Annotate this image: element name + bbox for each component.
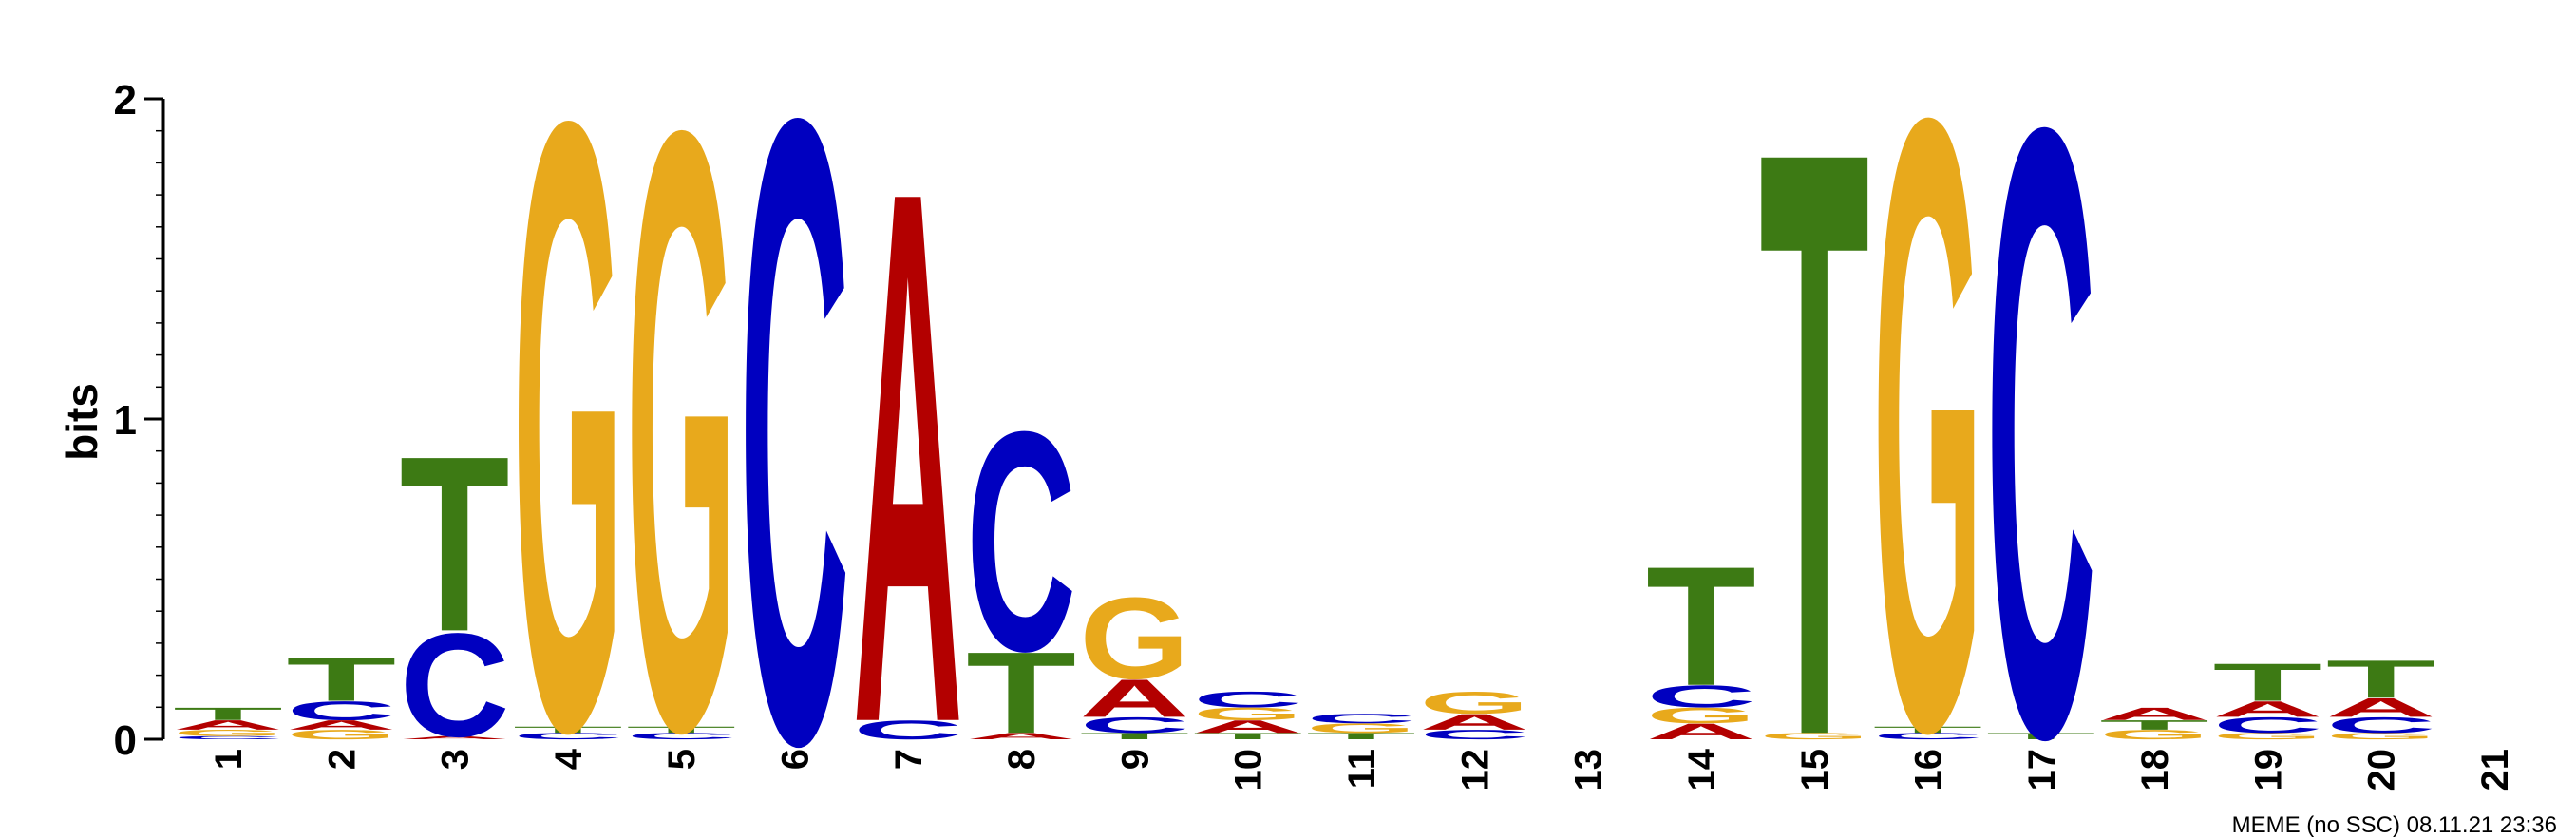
logo-letter-G-pos-12: G	[1419, 685, 1529, 720]
y-tick-label: 0	[114, 717, 137, 764]
logo-letter-A-pos-20: A	[2326, 693, 2436, 722]
logo-letter-A-pos-18: A	[2099, 704, 2209, 724]
x-tick-label: 16	[1908, 749, 1950, 791]
logo-letter-T-pos-1: T	[173, 704, 283, 724]
x-tick-label: 15	[1794, 749, 1836, 791]
x-axis-tick-labels: 1 2 3 4 5 6 7 8 9 10 11 12 13 14 15 16 17 18 19 20 21	[208, 748, 2516, 791]
logo-letter-C-pos-1: C	[173, 735, 283, 740]
y-tick-label: 2	[114, 77, 137, 124]
logo-letter-T-pos-9: T	[1079, 732, 1189, 742]
logo-letter-C-pos-20: C	[2326, 713, 2436, 737]
logo-letter-T-pos-18: T	[2099, 717, 2209, 733]
logo-letter-T-pos-5: T	[626, 725, 736, 735]
logo-letter-A-pos-10: A	[1193, 716, 1303, 736]
logo-letter-T-pos-8: T	[966, 627, 1076, 757]
x-tick-label: 3	[435, 749, 477, 770]
logo-letter-T-pos-2: T	[286, 644, 396, 715]
logo-letter-C-pos-4: C	[513, 732, 623, 742]
x-tick-label: 20	[2361, 749, 2403, 791]
logo-letter-A-pos-3: A	[400, 735, 510, 740]
logo-letter-A-pos-1: A	[173, 717, 283, 733]
footer-text: MEME (no SSC) 08.11.21 23:36	[2232, 812, 2557, 838]
y-tick-label: 1	[114, 397, 137, 444]
x-tick-label: 9	[1114, 749, 1156, 770]
logo-letter-G-pos-11: G	[1306, 721, 1416, 736]
x-tick-label: 8	[1001, 749, 1043, 770]
logo-letter-G-pos-14: G	[1646, 703, 1756, 728]
y-axis: 0 1 2	[114, 77, 165, 764]
x-tick-label: 7	[888, 749, 930, 770]
x-tick-label: 12	[1454, 749, 1496, 791]
logo-letter-T-pos-20: T	[2326, 649, 2436, 709]
logo-letter-C-pos-2: C	[286, 696, 396, 726]
logo-letter-T-pos-10: T	[1193, 732, 1303, 742]
logo-letter-T-pos-17: T	[1986, 732, 2096, 742]
logo-letter-C-pos-8: C	[966, 366, 1076, 716]
x-tick-label: 6	[775, 749, 817, 770]
logo-letter-A-pos-14: A	[1646, 719, 1756, 744]
logo-letter-G-pos-10: G	[1193, 704, 1303, 724]
logo-letter-G-pos-4: G	[513, 0, 623, 839]
logo-letter-A-pos-12: A	[1419, 710, 1529, 734]
logo-letter-C-pos-3: C	[400, 603, 510, 768]
x-tick-label: 11	[1341, 749, 1383, 789]
logo-letter-T-pos-15: T	[1759, 0, 1869, 839]
logo-letter-G-pos-18: G	[2099, 727, 2209, 742]
x-tick-label: 21	[2474, 749, 2516, 791]
y-axis-label: bits	[57, 383, 106, 461]
x-tick-label: 1	[208, 749, 250, 770]
x-tick-label: 13	[1568, 749, 1610, 791]
logo-letter-G-pos-9: G	[1079, 574, 1189, 703]
x-tick-label: 14	[1681, 748, 1723, 791]
x-tick-label: 2	[321, 749, 363, 770]
logo-letter-C-pos-7: C	[853, 715, 963, 745]
logo-letter-C-pos-17: C	[1986, 0, 2096, 839]
logo-letter-C-pos-9: C	[1079, 713, 1189, 737]
x-tick-label: 5	[661, 749, 703, 770]
logo-letter-G-pos-15: G	[1759, 732, 1869, 742]
logo-letter-C-pos-5: C	[626, 732, 736, 742]
logo-letter-C-pos-16: C	[1873, 732, 1983, 742]
logo-letter-A-pos-9: A	[1079, 668, 1189, 728]
x-tick-label: 4	[548, 748, 590, 770]
logo-letter-G-pos-1: G	[173, 728, 283, 738]
logo-letter-A-pos-2: A	[286, 717, 396, 733]
logo-letter-T-pos-11: T	[1306, 732, 1416, 742]
logo-letter-T-pos-4: T	[513, 725, 623, 735]
logo-letter-G-pos-20: G	[2326, 732, 2436, 742]
logo-letter-A-pos-7: A	[853, 33, 963, 839]
logo-letter-G-pos-2: G	[286, 727, 396, 742]
logo-letter-A-pos-19: A	[2212, 696, 2322, 721]
logo-letter-T-pos-3: T	[400, 404, 510, 684]
logo-letter-C-pos-11: C	[1306, 712, 1416, 727]
x-tick-label: 17	[2021, 749, 2063, 791]
logo-letter-G-pos-19: G	[2212, 732, 2322, 742]
x-tick-label: 19	[2247, 749, 2289, 791]
logo-letter-C-pos-19: C	[2212, 713, 2322, 737]
logo-letter-C-pos-6: C	[740, 0, 850, 839]
logo-letter-T-pos-19: T	[2212, 652, 2322, 712]
logo-letter-C-pos-12: C	[1419, 727, 1529, 742]
logo-letter-G-pos-5: G	[626, 0, 736, 839]
x-tick-label: 18	[2134, 749, 2176, 791]
x-tick-label: 10	[1228, 749, 1270, 791]
logo-letter-T-pos-16: T	[1873, 725, 1983, 735]
logo-letter-G-pos-16: G	[1873, 0, 1983, 839]
logo-letter-A-pos-8: A	[966, 732, 1076, 742]
logo-letter-C-pos-14: C	[1646, 678, 1756, 714]
logo-letter-T-pos-14: T	[1646, 532, 1756, 722]
logo-letter-C-pos-10: C	[1193, 687, 1303, 712]
